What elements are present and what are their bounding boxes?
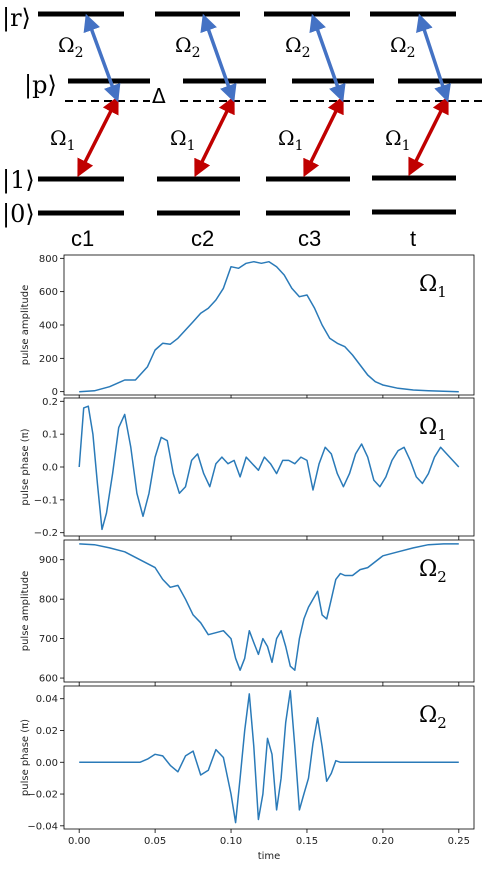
y-tick-label: −0.02 bbox=[27, 790, 58, 801]
y-tick-label: 0.0 bbox=[42, 463, 58, 474]
x-tick-label: 0.10 bbox=[220, 836, 242, 847]
level-label-p: |p⟩ bbox=[24, 71, 57, 100]
plot-frame bbox=[63, 539, 475, 683]
svg-text:Ω1: Ω1 bbox=[278, 126, 304, 154]
y-tick-label: 700 bbox=[39, 634, 58, 645]
y-axis-label: pulse phase (π) bbox=[20, 719, 31, 796]
y-axis-label: pulse phase (π) bbox=[20, 428, 31, 505]
svg-text:Ω1: Ω1 bbox=[50, 126, 76, 154]
y-tick-label: 200 bbox=[39, 354, 58, 365]
omega2-label-c2: Ω2 bbox=[175, 33, 201, 61]
svg-text:Ω1: Ω1 bbox=[170, 126, 196, 154]
panel-omega-label: Ω1 bbox=[419, 272, 447, 301]
y-tick-label: −0.04 bbox=[27, 821, 58, 832]
svg-text:Ω2: Ω2 bbox=[58, 33, 84, 61]
y-tick-label: −0.1 bbox=[34, 495, 58, 506]
omega2-label-t: Ω2 bbox=[390, 33, 416, 61]
x-tick-label: 0.00 bbox=[68, 836, 90, 847]
qubit-label-c2: c2 bbox=[191, 226, 214, 250]
energy-level-diagram: |r⟩ |p⟩ |1⟩ |0⟩ Δ bbox=[2, 4, 482, 250]
qubit-t-levels bbox=[370, 11, 482, 215]
qubit-c1-levels bbox=[38, 11, 150, 216]
svg-text:Ω2: Ω2 bbox=[390, 33, 416, 61]
x-axis-label: time bbox=[258, 851, 281, 862]
qubit-label-c3: c3 bbox=[298, 226, 321, 250]
y-tick-label: −0.2 bbox=[34, 528, 58, 539]
pulse-plot-panel-4: −0.04 −0.02 0.00 0.02 0.04 0.00 0.05 0.10 0.15 0.… bbox=[20, 685, 475, 847]
y-axis-label: pulse amplitude bbox=[20, 285, 31, 366]
plot-frame bbox=[63, 397, 475, 537]
omega2-label-c3: Ω2 bbox=[285, 33, 311, 61]
omega2-label-c1: Ω2 bbox=[58, 33, 84, 61]
pulse-plot-panel-1: 0 200 400 600 800 pulse amplitude Ω1 bbox=[20, 254, 475, 399]
qubit-c2-levels bbox=[155, 11, 266, 216]
y-tick-label: 0.1 bbox=[42, 430, 58, 441]
pulse-series-line bbox=[79, 260, 459, 393]
y-tick-label: 800 bbox=[39, 254, 58, 265]
plot-frame bbox=[63, 685, 475, 830]
x-tick-label: 0.05 bbox=[144, 836, 166, 847]
y-tick-label: 600 bbox=[39, 674, 58, 685]
plot-frame bbox=[63, 254, 475, 396]
y-tick-label: 800 bbox=[39, 595, 58, 606]
y-axis-label: pulse amplitude bbox=[20, 571, 31, 652]
pulse-series-line bbox=[79, 690, 459, 824]
qubit-label-t: t bbox=[410, 226, 416, 250]
detuning-label: Δ bbox=[152, 84, 166, 108]
x-tick-label: 0.20 bbox=[372, 836, 394, 847]
x-tick-label: 0.15 bbox=[296, 836, 318, 847]
panel-omega-label: Ω2 bbox=[419, 557, 447, 586]
pulse-plot-panel-3: 600 700 800 900 pulse amplitude Ω2 bbox=[20, 539, 475, 686]
y-tick-label: 0.02 bbox=[36, 726, 58, 737]
omega1-label-c1: Ω1 bbox=[50, 126, 76, 154]
panel-omega-label: Ω2 bbox=[419, 703, 447, 732]
y-tick-label: 0 bbox=[52, 387, 58, 398]
omega1-label-t: Ω1 bbox=[385, 126, 411, 154]
y-tick-label: 400 bbox=[39, 321, 58, 332]
pulse-plot-panel-2: −0.2 −0.1 0.0 0.1 0.2 pulse phase (π) Ω1 bbox=[20, 397, 475, 540]
svg-text:Ω2: Ω2 bbox=[175, 33, 201, 61]
x-tick-label: 0.25 bbox=[448, 836, 470, 847]
pulse-series-line bbox=[79, 543, 459, 671]
level-label-1: |1⟩ bbox=[2, 166, 35, 195]
qubit-label-c1: c1 bbox=[71, 226, 94, 250]
pulse-series-line bbox=[78, 405, 460, 531]
panel-omega-label: Ω1 bbox=[419, 415, 447, 444]
y-tick-label: 900 bbox=[39, 555, 58, 566]
qubit-c3-levels bbox=[264, 11, 374, 216]
svg-text:Ω1: Ω1 bbox=[385, 126, 411, 154]
level-label-r: |r⟩ bbox=[2, 4, 31, 33]
y-tick-label: 0.00 bbox=[36, 758, 58, 769]
omega1-label-c2: Ω1 bbox=[170, 126, 196, 154]
y-tick-label: 0.04 bbox=[36, 694, 58, 705]
svg-text:Ω2: Ω2 bbox=[285, 33, 311, 61]
y-tick-label: 0.2 bbox=[42, 397, 58, 408]
y-tick-label: 600 bbox=[39, 287, 58, 298]
omega1-label-c3: Ω1 bbox=[278, 126, 304, 154]
level-label-0: |0⟩ bbox=[2, 200, 35, 229]
